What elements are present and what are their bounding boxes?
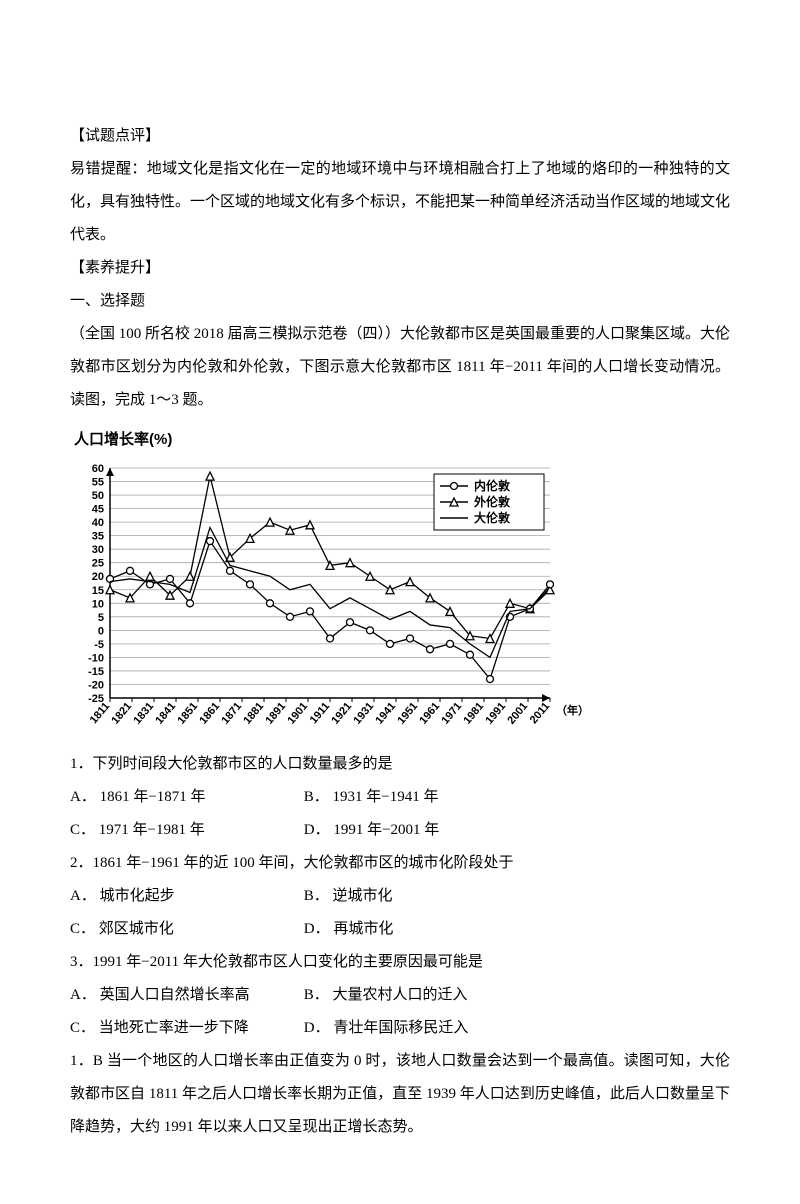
q1-opt-a: A． 1861 年−1871 年 [70, 781, 300, 814]
section-multichoice: 一、选择题 [70, 285, 730, 318]
q1-options-row1: A． 1861 年−1871 年 B． 1931 年−1941 年 [70, 781, 730, 814]
svg-text:55: 55 [92, 477, 104, 489]
q3-options-row1: A． 英国人口自然增长率高 B． 大量农村人口的迁入 [70, 979, 730, 1012]
q3-opt-a: A． 英国人口自然增长率高 [70, 979, 300, 1012]
svg-text:1891: 1891 [263, 700, 288, 726]
heading-upgrade: 【素养提升】 [70, 252, 730, 285]
svg-text:50: 50 [92, 490, 104, 502]
svg-text:35: 35 [92, 531, 104, 543]
svg-text:2011: 2011 [528, 700, 553, 726]
svg-text:1841: 1841 [153, 700, 178, 726]
q2-options-row2: C． 郊区城市化 D． 再城市化 [70, 913, 730, 946]
q2-opt-c: C． 郊区城市化 [70, 913, 300, 946]
svg-text:1861: 1861 [197, 700, 222, 726]
svg-text:40: 40 [92, 517, 104, 529]
svg-text:（年）: （年） [556, 703, 589, 717]
svg-text:-20: -20 [88, 679, 104, 691]
svg-text:1901: 1901 [285, 700, 310, 726]
chart-y-title: 人口增长率(%) [74, 423, 730, 456]
q3-stem: 3．1991 年−2011 年大伦敦都市区人口变化的主要原因最可能是 [70, 946, 730, 979]
line-chart: -25-20-15-10-505101520253035404550556018… [70, 458, 590, 738]
chart-container: 人口增长率(%) -25-20-15-10-505101520253035404… [70, 423, 730, 738]
svg-text:1941: 1941 [373, 700, 398, 726]
stimulus-paragraph: （全国 100 所名校 2018 届高三模拟示范卷（四））大伦敦都市区是英国最重… [70, 318, 730, 417]
svg-text:1931: 1931 [351, 700, 376, 726]
svg-text:1961: 1961 [417, 700, 442, 726]
svg-text:1991: 1991 [483, 700, 508, 726]
svg-text:20: 20 [92, 571, 104, 583]
svg-text:1911: 1911 [308, 700, 333, 726]
svg-text:-5: -5 [94, 639, 104, 651]
q1-opt-b: B． 1931 年−1941 年 [304, 781, 439, 814]
q1-stem: 1．下列时间段大伦敦都市区的人口数量最多的是 [70, 748, 730, 781]
svg-text:1821: 1821 [109, 700, 134, 726]
svg-text:60: 60 [92, 463, 104, 475]
svg-text:1951: 1951 [395, 700, 420, 726]
svg-text:10: 10 [92, 598, 104, 610]
q1-opt-c: C． 1971 年−1981 年 [70, 814, 300, 847]
para-comment: 易错提醒：地域文化是指文化在一定的地域环境中与环境相融合打上了地域的烙印的一种独… [70, 153, 730, 252]
q2-stem: 2．1861 年−1961 年的近 100 年间，大伦敦都市区的城市化阶段处于 [70, 847, 730, 880]
q3-options-row2: C． 当地死亡率进一步下降 D． 青壮年国际移民迁入 [70, 1012, 730, 1045]
svg-text:1871: 1871 [219, 700, 244, 726]
svg-text:1831: 1831 [131, 700, 156, 726]
svg-text:1851: 1851 [175, 700, 200, 726]
q3-opt-b: B． 大量农村人口的迁入 [304, 979, 468, 1012]
svg-text:15: 15 [92, 585, 104, 597]
q3-opt-c: C． 当地死亡率进一步下降 [70, 1012, 300, 1045]
heading-comment: 【试题点评】 [70, 120, 730, 153]
svg-text:45: 45 [92, 504, 104, 516]
q1-options-row2: C． 1971 年−1981 年 D． 1991 年−2001 年 [70, 814, 730, 847]
svg-text:外伦敦: 外伦敦 [474, 494, 511, 509]
svg-text:25: 25 [92, 558, 104, 570]
svg-text:大伦敦: 大伦敦 [474, 510, 511, 525]
svg-text:内伦敦: 内伦敦 [474, 478, 511, 493]
q2-opt-a: A． 城市化起步 [70, 880, 300, 913]
svg-text:1921: 1921 [329, 700, 354, 726]
svg-text:2001: 2001 [505, 700, 530, 726]
q1-opt-d: D． 1991 年−2001 年 [304, 814, 440, 847]
svg-text:5: 5 [98, 612, 104, 624]
svg-text:30: 30 [92, 544, 104, 556]
svg-text:1981: 1981 [461, 700, 486, 726]
svg-text:1881: 1881 [241, 700, 266, 726]
q3-opt-d: D． 青壮年国际移民迁入 [304, 1012, 469, 1045]
svg-text:0: 0 [98, 625, 104, 637]
answer-1: 1．B 当一个地区的人口增长率由正值变为 0 时，该地人口数量会达到一个最高值。… [70, 1045, 730, 1144]
svg-text:1971: 1971 [439, 700, 464, 726]
q2-opt-b: B． 逆城市化 [304, 880, 393, 913]
svg-text:-15: -15 [88, 666, 104, 678]
svg-text:-10: -10 [88, 652, 104, 664]
q2-options-row1: A． 城市化起步 B． 逆城市化 [70, 880, 730, 913]
q2-opt-d: D． 再城市化 [304, 913, 394, 946]
